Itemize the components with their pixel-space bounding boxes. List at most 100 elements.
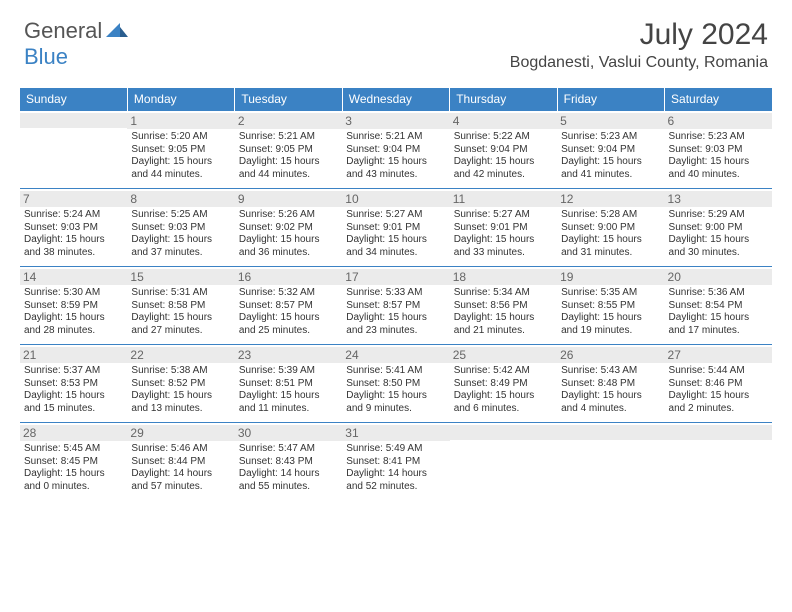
day-number: 19 bbox=[557, 269, 664, 285]
sunrise-text: Sunrise: 5:49 AM bbox=[346, 443, 445, 456]
calendar-day-cell: 31 Sunrise: 5:49 AMSunset: 8:41 PMDayligh… bbox=[342, 423, 449, 501]
day-info: Sunrise: 5:20 AMSunset: 9:05 PMDaylight:… bbox=[131, 131, 230, 181]
sunset-text: Sunset: 8:52 PM bbox=[131, 378, 230, 391]
sunset-text: Sunset: 9:00 PM bbox=[669, 222, 768, 235]
day-number: 6 bbox=[665, 113, 772, 129]
page-header: General July 2024 Bogdanesti, Vaslui Cou… bbox=[0, 0, 792, 80]
sunrise-text: Sunrise: 5:33 AM bbox=[346, 287, 445, 300]
daylight-text: Daylight: 14 hours and 52 minutes. bbox=[346, 468, 445, 493]
calendar-day-cell: 8 Sunrise: 5:25 AMSunset: 9:03 PMDaylight… bbox=[127, 189, 234, 267]
day-number: 28 bbox=[20, 425, 127, 441]
daylight-text: Daylight: 15 hours and 33 minutes. bbox=[454, 234, 553, 259]
sunset-text: Sunset: 8:55 PM bbox=[561, 300, 660, 313]
sunset-text: Sunset: 8:46 PM bbox=[669, 378, 768, 391]
daylight-text: Daylight: 15 hours and 41 minutes. bbox=[561, 156, 660, 181]
day-number: 29 bbox=[127, 425, 234, 441]
daylight-text: Daylight: 15 hours and 44 minutes. bbox=[239, 156, 338, 181]
sunrise-text: Sunrise: 5:47 AM bbox=[239, 443, 338, 456]
day-number: 16 bbox=[235, 269, 342, 285]
day-info: Sunrise: 5:31 AMSunset: 8:58 PMDaylight:… bbox=[131, 287, 230, 337]
sunrise-text: Sunrise: 5:43 AM bbox=[561, 365, 660, 378]
sunset-text: Sunset: 9:01 PM bbox=[454, 222, 553, 235]
daylight-text: Daylight: 15 hours and 43 minutes. bbox=[346, 156, 445, 181]
sunrise-text: Sunrise: 5:21 AM bbox=[346, 131, 445, 144]
daylight-text: Daylight: 15 hours and 27 minutes. bbox=[131, 312, 230, 337]
sunset-text: Sunset: 8:48 PM bbox=[561, 378, 660, 391]
brand-logo: General bbox=[24, 18, 130, 44]
day-info: Sunrise: 5:25 AMSunset: 9:03 PMDaylight:… bbox=[131, 209, 230, 259]
sunrise-text: Sunrise: 5:30 AM bbox=[24, 287, 123, 300]
daylight-text: Daylight: 15 hours and 4 minutes. bbox=[561, 390, 660, 415]
daylight-text: Daylight: 15 hours and 30 minutes. bbox=[669, 234, 768, 259]
calendar-day-cell: 20Sunrise: 5:36 AMSunset: 8:54 PMDayligh… bbox=[665, 267, 772, 345]
sunrise-text: Sunrise: 5:31 AM bbox=[131, 287, 230, 300]
daylight-text: Daylight: 15 hours and 44 minutes. bbox=[131, 156, 230, 181]
day-number: 27 bbox=[665, 347, 772, 363]
calendar-day-cell: 10Sunrise: 5:27 AMSunset: 9:01 PMDayligh… bbox=[342, 189, 449, 267]
day-info: Sunrise: 5:27 AMSunset: 9:01 PMDaylight:… bbox=[346, 209, 445, 259]
day-info: Sunrise: 5:27 AMSunset: 9:01 PMDaylight:… bbox=[454, 209, 553, 259]
calendar-day-cell bbox=[557, 423, 664, 501]
day-info: Sunrise: 5:35 AMSunset: 8:55 PMDaylight:… bbox=[561, 287, 660, 337]
calendar-day-cell: 11Sunrise: 5:27 AMSunset: 9:01 PMDayligh… bbox=[450, 189, 557, 267]
sunset-text: Sunset: 9:04 PM bbox=[346, 144, 445, 157]
month-title: July 2024 bbox=[510, 18, 768, 52]
daylight-text: Daylight: 15 hours and 0 minutes. bbox=[24, 468, 123, 493]
daylight-text: Daylight: 15 hours and 21 minutes. bbox=[454, 312, 553, 337]
calendar-day-cell: 23Sunrise: 5:39 AMSunset: 8:51 PMDayligh… bbox=[235, 345, 342, 423]
calendar-day-cell: 30Sunrise: 5:47 AMSunset: 8:43 PMDayligh… bbox=[235, 423, 342, 501]
day-info: Sunrise: 5:37 AMSunset: 8:53 PMDaylight:… bbox=[24, 365, 123, 415]
day-number: 8 bbox=[127, 191, 234, 207]
sunset-text: Sunset: 8:43 PM bbox=[239, 456, 338, 469]
day-number: 15 bbox=[127, 269, 234, 285]
day-number-empty bbox=[450, 425, 557, 440]
sunrise-text: Sunrise: 5:26 AM bbox=[239, 209, 338, 222]
sunset-text: Sunset: 9:02 PM bbox=[239, 222, 338, 235]
day-header: Wednesday bbox=[342, 88, 449, 111]
day-info: Sunrise: 5:39 AMSunset: 8:51 PMDaylight:… bbox=[239, 365, 338, 415]
sunrise-text: Sunrise: 5:29 AM bbox=[669, 209, 768, 222]
sunrise-text: Sunrise: 5:34 AM bbox=[454, 287, 553, 300]
calendar-day-cell bbox=[450, 423, 557, 501]
sunset-text: Sunset: 9:00 PM bbox=[561, 222, 660, 235]
calendar-day-cell: 25Sunrise: 5:42 AMSunset: 8:49 PMDayligh… bbox=[450, 345, 557, 423]
sunset-text: Sunset: 8:50 PM bbox=[346, 378, 445, 391]
location-text: Bogdanesti, Vaslui County, Romania bbox=[510, 54, 768, 72]
calendar-day-cell: 18Sunrise: 5:34 AMSunset: 8:56 PMDayligh… bbox=[450, 267, 557, 345]
day-info: Sunrise: 5:34 AMSunset: 8:56 PMDaylight:… bbox=[454, 287, 553, 337]
day-info: Sunrise: 5:44 AMSunset: 8:46 PMDaylight:… bbox=[669, 365, 768, 415]
day-number: 17 bbox=[342, 269, 449, 285]
sunset-text: Sunset: 8:41 PM bbox=[346, 456, 445, 469]
day-info: Sunrise: 5:29 AMSunset: 9:00 PMDaylight:… bbox=[669, 209, 768, 259]
sunset-text: Sunset: 9:05 PM bbox=[131, 144, 230, 157]
calendar-day-cell: 24Sunrise: 5:41 AMSunset: 8:50 PMDayligh… bbox=[342, 345, 449, 423]
day-info: Sunrise: 5:28 AMSunset: 9:00 PMDaylight:… bbox=[561, 209, 660, 259]
sunrise-text: Sunrise: 5:44 AM bbox=[669, 365, 768, 378]
sunrise-text: Sunrise: 5:27 AM bbox=[454, 209, 553, 222]
day-header: Friday bbox=[557, 88, 664, 111]
day-number: 31 bbox=[342, 425, 449, 441]
calendar-day-cell bbox=[20, 111, 127, 189]
calendar-day-cell: 17Sunrise: 5:33 AMSunset: 8:57 PMDayligh… bbox=[342, 267, 449, 345]
day-info: Sunrise: 5:26 AMSunset: 9:02 PMDaylight:… bbox=[239, 209, 338, 259]
day-info: Sunrise: 5:38 AMSunset: 8:52 PMDaylight:… bbox=[131, 365, 230, 415]
daylight-text: Daylight: 15 hours and 11 minutes. bbox=[239, 390, 338, 415]
calendar-day-cell: 15 Sunrise: 5:31 AMSunset: 8:58 PMDayligh… bbox=[127, 267, 234, 345]
day-info: Sunrise: 5:43 AMSunset: 8:48 PMDaylight:… bbox=[561, 365, 660, 415]
daylight-text: Daylight: 15 hours and 23 minutes. bbox=[346, 312, 445, 337]
calendar-day-cell: 5Sunrise: 5:23 AMSunset: 9:04 PMDaylight… bbox=[557, 111, 664, 189]
calendar-week-row: 21Sunrise: 5:37 AMSunset: 8:53 PMDayligh… bbox=[20, 345, 772, 423]
daylight-text: Daylight: 15 hours and 42 minutes. bbox=[454, 156, 553, 181]
day-header: Tuesday bbox=[235, 88, 342, 111]
day-info: Sunrise: 5:46 AMSunset: 8:44 PMDaylight:… bbox=[131, 443, 230, 493]
sunset-text: Sunset: 9:03 PM bbox=[131, 222, 230, 235]
day-number-empty bbox=[20, 113, 127, 128]
day-info: Sunrise: 5:49 AMSunset: 8:41 PMDaylight:… bbox=[346, 443, 445, 493]
sunrise-text: Sunrise: 5:25 AM bbox=[131, 209, 230, 222]
day-number: 12 bbox=[557, 191, 664, 207]
sunrise-text: Sunrise: 5:36 AM bbox=[669, 287, 768, 300]
sunset-text: Sunset: 9:04 PM bbox=[454, 144, 553, 157]
sunrise-text: Sunrise: 5:37 AM bbox=[24, 365, 123, 378]
day-info: Sunrise: 5:32 AMSunset: 8:57 PMDaylight:… bbox=[239, 287, 338, 337]
day-header: Monday bbox=[127, 88, 234, 111]
